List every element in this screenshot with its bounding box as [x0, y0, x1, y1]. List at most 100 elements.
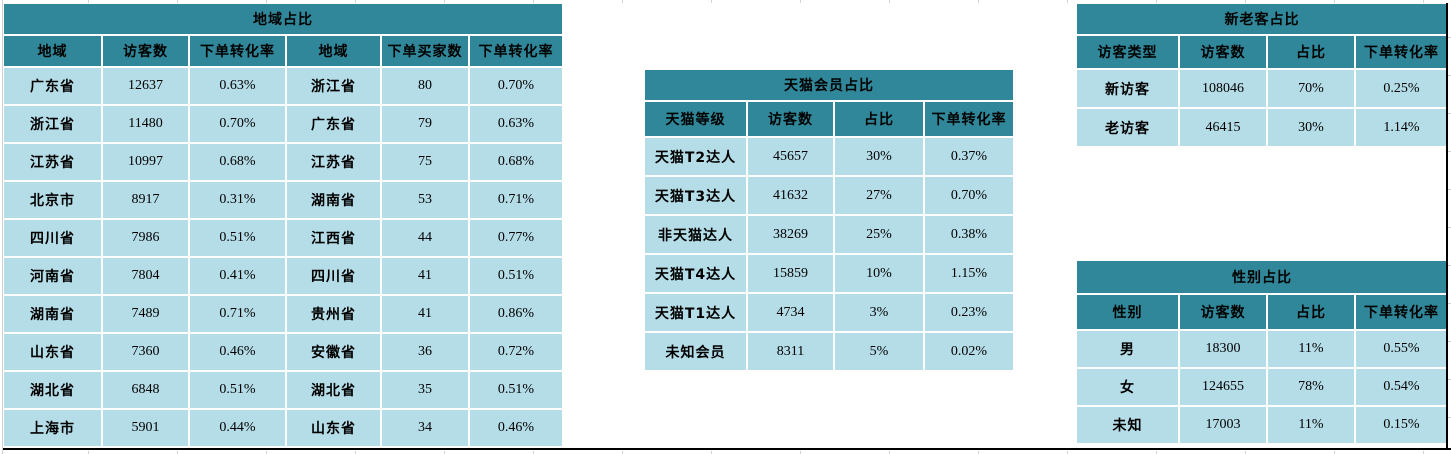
value-cell[interactable]: 0.25% — [1356, 70, 1447, 107]
value-cell[interactable]: 124655 — [1180, 369, 1266, 405]
value-cell[interactable]: 25% — [835, 216, 923, 253]
label-cell[interactable]: 天猫T2达人 — [645, 138, 746, 175]
label-cell[interactable]: 天猫T3达人 — [645, 177, 746, 214]
value-cell[interactable]: 70% — [1268, 70, 1354, 107]
value-cell[interactable]: 0.23% — [925, 294, 1013, 331]
value-cell[interactable]: 45657 — [748, 138, 833, 175]
value-cell[interactable]: 15859 — [748, 255, 833, 292]
label-cell[interactable]: 湖南省 — [287, 182, 380, 218]
value-cell[interactable]: 108046 — [1180, 70, 1266, 107]
value-cell[interactable]: 34 — [382, 410, 468, 446]
header-cell[interactable]: 性别 — [1077, 295, 1178, 329]
label-cell[interactable]: 广东省 — [4, 68, 101, 104]
label-cell[interactable]: 天猫T1达人 — [645, 294, 746, 331]
value-cell[interactable]: 0.63% — [470, 106, 562, 142]
value-cell[interactable]: 0.51% — [470, 372, 562, 408]
value-cell[interactable]: 0.71% — [470, 182, 562, 218]
value-cell[interactable]: 7986 — [103, 220, 188, 256]
value-cell[interactable]: 46415 — [1180, 109, 1266, 146]
value-cell[interactable]: 36 — [382, 334, 468, 370]
header-cell[interactable]: 下单转化率 — [925, 102, 1013, 136]
region-share-title[interactable]: 地域占比 — [4, 4, 562, 34]
value-cell[interactable]: 44 — [382, 220, 468, 256]
label-cell[interactable]: 湖南省 — [4, 296, 101, 332]
value-cell[interactable]: 0.15% — [1356, 407, 1447, 443]
value-cell[interactable]: 0.41% — [190, 258, 285, 294]
value-cell[interactable]: 0.54% — [1356, 369, 1447, 405]
label-cell[interactable]: 男 — [1077, 331, 1178, 367]
label-cell[interactable]: 天猫T4达人 — [645, 255, 746, 292]
header-cell[interactable]: 下单转化率 — [1356, 295, 1447, 329]
label-cell[interactable]: 老访客 — [1077, 109, 1178, 146]
header-cell[interactable]: 地域 — [287, 36, 380, 66]
value-cell[interactable]: 11480 — [103, 106, 188, 142]
value-cell[interactable]: 79 — [382, 106, 468, 142]
value-cell[interactable]: 11% — [1268, 407, 1354, 443]
value-cell[interactable]: 41632 — [748, 177, 833, 214]
value-cell[interactable]: 7360 — [103, 334, 188, 370]
value-cell[interactable]: 0.38% — [925, 216, 1013, 253]
value-cell[interactable]: 18300 — [1180, 331, 1266, 367]
header-cell[interactable]: 访客数 — [103, 36, 188, 66]
value-cell[interactable]: 78% — [1268, 369, 1354, 405]
value-cell[interactable]: 0.70% — [925, 177, 1013, 214]
label-cell[interactable]: 北京市 — [4, 182, 101, 218]
value-cell[interactable]: 4734 — [748, 294, 833, 331]
header-cell[interactable]: 下单转化率 — [470, 36, 562, 66]
value-cell[interactable]: 41 — [382, 296, 468, 332]
label-cell[interactable]: 非天猫达人 — [645, 216, 746, 253]
value-cell[interactable]: 8917 — [103, 182, 188, 218]
value-cell[interactable]: 12637 — [103, 68, 188, 104]
value-cell[interactable]: 11% — [1268, 331, 1354, 367]
label-cell[interactable]: 湖北省 — [287, 372, 380, 408]
value-cell[interactable]: 30% — [835, 138, 923, 175]
value-cell[interactable]: 1.14% — [1356, 109, 1447, 146]
value-cell[interactable]: 7804 — [103, 258, 188, 294]
value-cell[interactable]: 0.44% — [190, 410, 285, 446]
value-cell[interactable]: 41 — [382, 258, 468, 294]
header-cell[interactable]: 地域 — [4, 36, 101, 66]
header-cell[interactable]: 访客类型 — [1077, 36, 1178, 68]
value-cell[interactable]: 0.72% — [470, 334, 562, 370]
new-old-visitor-title[interactable]: 新老客占比 — [1077, 4, 1447, 34]
value-cell[interactable]: 38269 — [748, 216, 833, 253]
value-cell[interactable]: 0.68% — [190, 144, 285, 180]
value-cell[interactable]: 0.68% — [470, 144, 562, 180]
value-cell[interactable]: 0.51% — [190, 372, 285, 408]
value-cell[interactable]: 0.86% — [470, 296, 562, 332]
value-cell[interactable]: 53 — [382, 182, 468, 218]
value-cell[interactable]: 30% — [1268, 109, 1354, 146]
label-cell[interactable]: 未知 — [1077, 407, 1178, 443]
value-cell[interactable]: 0.70% — [470, 68, 562, 104]
gender-share-title[interactable]: 性别占比 — [1077, 261, 1447, 293]
value-cell[interactable]: 75 — [382, 144, 468, 180]
header-cell[interactable]: 占比 — [835, 102, 923, 136]
value-cell[interactable]: 1.15% — [925, 255, 1013, 292]
value-cell[interactable]: 0.77% — [470, 220, 562, 256]
value-cell[interactable]: 3% — [835, 294, 923, 331]
label-cell[interactable]: 新访客 — [1077, 70, 1178, 107]
header-cell[interactable]: 天猫等级 — [645, 102, 746, 136]
value-cell[interactable]: 0.63% — [190, 68, 285, 104]
label-cell[interactable]: 四川省 — [287, 258, 380, 294]
value-cell[interactable]: 0.02% — [925, 333, 1013, 370]
label-cell[interactable]: 湖北省 — [4, 372, 101, 408]
header-cell[interactable]: 访客数 — [1180, 36, 1266, 68]
label-cell[interactable]: 安徽省 — [287, 334, 380, 370]
label-cell[interactable]: 河南省 — [4, 258, 101, 294]
value-cell[interactable]: 27% — [835, 177, 923, 214]
value-cell[interactable]: 8311 — [748, 333, 833, 370]
label-cell[interactable]: 浙江省 — [4, 106, 101, 142]
value-cell[interactable]: 5901 — [103, 410, 188, 446]
value-cell[interactable]: 17003 — [1180, 407, 1266, 443]
value-cell[interactable]: 10997 — [103, 144, 188, 180]
value-cell[interactable]: 6848 — [103, 372, 188, 408]
value-cell[interactable]: 10% — [835, 255, 923, 292]
header-cell[interactable]: 访客数 — [1180, 295, 1266, 329]
label-cell[interactable]: 江西省 — [287, 220, 380, 256]
label-cell[interactable]: 贵州省 — [287, 296, 380, 332]
label-cell[interactable]: 广东省 — [287, 106, 380, 142]
label-cell[interactable]: 未知会员 — [645, 333, 746, 370]
header-cell[interactable]: 占比 — [1268, 295, 1354, 329]
label-cell[interactable]: 山东省 — [287, 410, 380, 446]
